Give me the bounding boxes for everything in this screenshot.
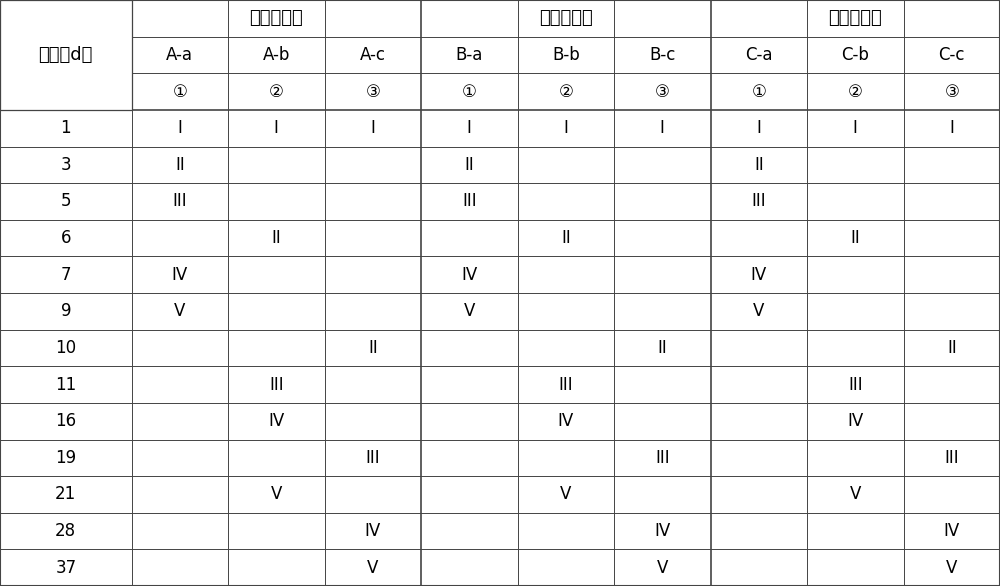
Text: V: V	[174, 302, 186, 321]
Text: I: I	[660, 119, 665, 137]
Text: ②: ②	[269, 83, 284, 101]
Text: III: III	[751, 192, 766, 210]
Text: III: III	[269, 376, 284, 394]
Text: 5: 5	[61, 192, 71, 210]
Text: I: I	[370, 119, 375, 137]
Text: V: V	[657, 558, 668, 577]
Text: 10: 10	[55, 339, 76, 357]
Text: III: III	[462, 192, 477, 210]
Text: B-b: B-b	[552, 46, 580, 64]
Text: II: II	[561, 229, 571, 247]
Text: IV: IV	[461, 265, 477, 284]
Text: IV: IV	[751, 265, 767, 284]
Text: IV: IV	[268, 412, 284, 430]
Text: ③: ③	[944, 83, 959, 101]
Text: ①: ①	[751, 83, 766, 101]
Text: V: V	[946, 558, 957, 577]
Text: II: II	[271, 229, 281, 247]
Text: 9: 9	[61, 302, 71, 321]
Text: III: III	[655, 449, 670, 467]
Text: IV: IV	[847, 412, 863, 430]
Text: III: III	[365, 449, 380, 467]
Text: V: V	[850, 485, 861, 503]
Text: III: III	[558, 376, 573, 394]
Bar	[0, 0, 132, 110]
Text: B-c: B-c	[649, 46, 675, 64]
Text: IV: IV	[558, 412, 574, 430]
Text: 新积土坡面: 新积土坡面	[828, 9, 882, 28]
Text: A-b: A-b	[263, 46, 290, 64]
Text: ②: ②	[558, 83, 573, 101]
Text: I: I	[563, 119, 568, 137]
Text: V: V	[367, 558, 378, 577]
Text: V: V	[560, 485, 571, 503]
Text: II: II	[850, 229, 860, 247]
Text: I: I	[467, 119, 472, 137]
Text: II: II	[464, 156, 474, 174]
Text: B-a: B-a	[456, 46, 483, 64]
Text: IV: IV	[654, 522, 670, 540]
Text: 变性土坡面: 变性土坡面	[539, 9, 593, 28]
Text: 6: 6	[61, 229, 71, 247]
Text: V: V	[753, 302, 764, 321]
Text: C-a: C-a	[745, 46, 773, 64]
Text: IV: IV	[944, 522, 960, 540]
Text: 19: 19	[55, 449, 76, 467]
Text: ②: ②	[848, 83, 863, 101]
Text: C-c: C-c	[939, 46, 965, 64]
Text: III: III	[173, 192, 187, 210]
Text: 16: 16	[55, 412, 76, 430]
Text: 11: 11	[55, 376, 76, 394]
Text: 1: 1	[60, 119, 71, 137]
Text: III: III	[848, 376, 863, 394]
Text: I: I	[756, 119, 761, 137]
Text: IV: IV	[172, 265, 188, 284]
Text: ③: ③	[365, 83, 380, 101]
Text: ③: ③	[655, 83, 670, 101]
Text: 21: 21	[55, 485, 76, 503]
Text: A-c: A-c	[360, 46, 386, 64]
Text: ①: ①	[462, 83, 477, 101]
Text: V: V	[271, 485, 282, 503]
Text: II: II	[657, 339, 667, 357]
Text: II: II	[947, 339, 957, 357]
Text: 7: 7	[61, 265, 71, 284]
Text: 3: 3	[60, 156, 71, 174]
Text: I: I	[949, 119, 954, 137]
Text: 燥红土坡面: 燥红土坡面	[249, 9, 303, 28]
Text: I: I	[177, 119, 182, 137]
Text: IV: IV	[365, 522, 381, 540]
Text: III: III	[944, 449, 959, 467]
Text: I: I	[853, 119, 858, 137]
Text: 28: 28	[55, 522, 76, 540]
Text: 37: 37	[55, 558, 76, 577]
Text: ①: ①	[172, 83, 187, 101]
Text: II: II	[368, 339, 378, 357]
Bar	[0, 0, 132, 110]
Text: I: I	[274, 119, 279, 137]
Text: II: II	[754, 156, 764, 174]
Text: C-b: C-b	[841, 46, 869, 64]
Text: II: II	[175, 156, 185, 174]
Text: A-a: A-a	[166, 46, 193, 64]
Text: V: V	[464, 302, 475, 321]
Text: 历时（d）: 历时（d）	[39, 46, 93, 64]
